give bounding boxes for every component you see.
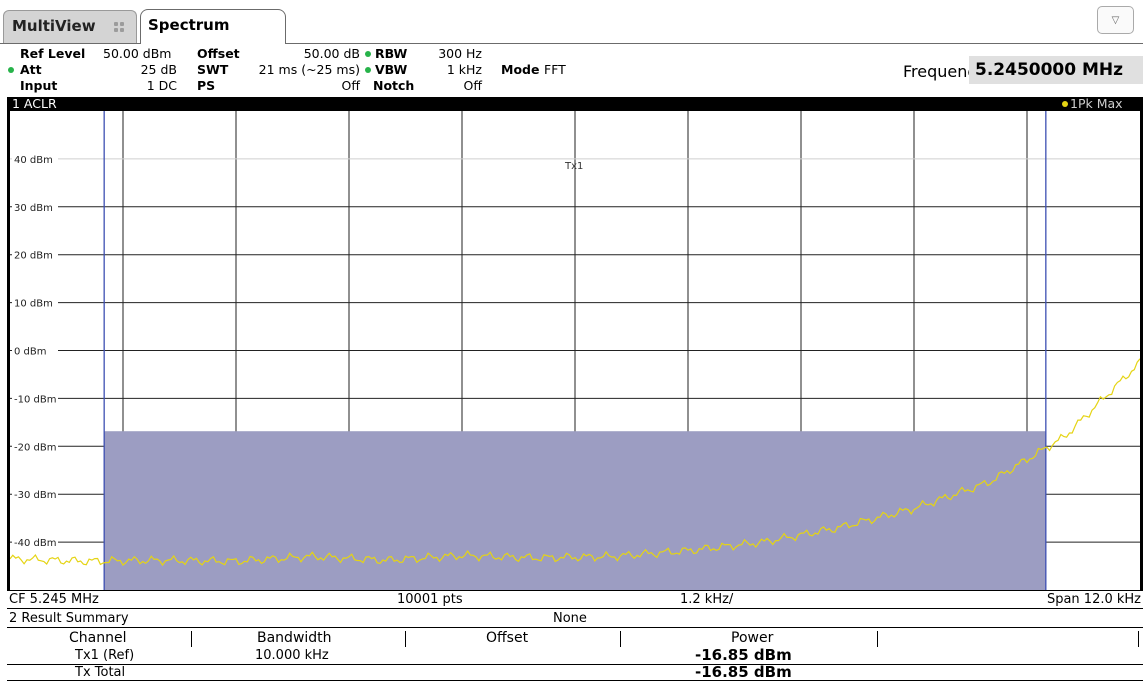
diagram-title-bar: 1 ACLR 1Pk Max bbox=[8, 97, 1143, 111]
sweep-points: 10001 pts bbox=[397, 592, 463, 607]
y-tick-label: -40 dBm bbox=[14, 538, 56, 549]
y-tick-label: 40 dBm bbox=[14, 155, 53, 166]
col-header-power: Power bbox=[731, 630, 774, 646]
column-separator bbox=[405, 631, 406, 647]
channel-bar-tx1 bbox=[104, 431, 1046, 590]
column-separator bbox=[1138, 631, 1139, 647]
row-channel: Tx Total bbox=[75, 665, 126, 680]
offset-value: 50.00 dB bbox=[303, 46, 360, 61]
spectrum-plot[interactable]: 40 dBm 30 dBm 20 dBm 10 dBm 0 dBm -10 dBm -20 … bbox=[10, 111, 1140, 590]
channel-label: Tx1 bbox=[564, 161, 583, 172]
att-label: Att bbox=[20, 62, 42, 77]
diagram-border-right bbox=[1140, 97, 1143, 605]
mode-value: FFT bbox=[544, 62, 566, 77]
ps-value: Off bbox=[341, 78, 360, 93]
diagram-footer: CF 5.245 MHz 10001 pts 1.2 kHz/ Span 12.… bbox=[7, 590, 1143, 609]
tab-spectrum[interactable]: Spectrum bbox=[140, 9, 286, 44]
y-tick-label: 30 dBm bbox=[14, 203, 53, 214]
dropdown-button[interactable]: ▽ bbox=[1097, 6, 1134, 34]
tab-spectrum-label: Spectrum bbox=[148, 16, 230, 34]
tab-divider bbox=[0, 43, 140, 44]
mode-label: Mode bbox=[501, 62, 540, 77]
rbw-label: RBW bbox=[375, 46, 408, 61]
result-summary-title-bar: 2 Result Summary None bbox=[7, 611, 1143, 628]
y-tick-label-bg bbox=[12, 247, 58, 261]
y-axis-labels: 40 dBm 30 dBm 20 dBm 10 dBm 0 dBm -10 dBm -20 … bbox=[12, 151, 58, 549]
col-header-bandwidth: Bandwidth bbox=[257, 630, 332, 646]
trace-label: 1Pk Max bbox=[1070, 96, 1123, 111]
column-separator bbox=[877, 631, 878, 647]
grid-icon bbox=[114, 22, 125, 33]
row-bandwidth: 10.000 kHz bbox=[255, 648, 329, 663]
y-tick-label-bg bbox=[12, 535, 58, 549]
swt-label: SWT bbox=[197, 62, 229, 77]
rbw-value: 300 Hz bbox=[438, 46, 482, 61]
row-power: -16.85 dBm bbox=[695, 646, 792, 664]
att-coupled-indicator bbox=[8, 67, 14, 73]
result-table-header: Channel Bandwidth Offset Power bbox=[7, 629, 1143, 647]
input-label: Input bbox=[20, 78, 58, 93]
y-tick-label: -10 dBm bbox=[14, 394, 56, 405]
col-header-offset: Offset bbox=[486, 630, 529, 646]
notch-label: Notch bbox=[373, 78, 415, 93]
y-tick-label: 0 dBm bbox=[14, 347, 47, 358]
vbw-coupled-indicator bbox=[365, 67, 371, 73]
trace-line bbox=[10, 358, 1140, 567]
att-value: 25 dB bbox=[140, 62, 177, 77]
division-width: 1.2 kHz/ bbox=[680, 592, 734, 607]
y-tick-label-bg bbox=[12, 343, 58, 357]
column-separator bbox=[620, 631, 621, 647]
span: Span 12.0 kHz bbox=[1046, 592, 1141, 607]
tab-bar: MultiView Spectrum ▽ bbox=[0, 0, 1143, 44]
y-tick-label: -30 dBm bbox=[14, 490, 56, 501]
offset-label: Offset bbox=[197, 46, 240, 61]
row-power: -16.85 dBm bbox=[695, 663, 792, 681]
vbw-value: 1 kHz bbox=[446, 62, 482, 77]
y-tick-label-bg bbox=[12, 199, 58, 213]
table-row: Tx1 (Ref) 10.000 kHz -16.85 dBm bbox=[7, 646, 1143, 664]
tab-multiview-label: MultiView bbox=[12, 17, 96, 35]
diagram-border-left bbox=[7, 97, 10, 605]
rbw-coupled-indicator bbox=[365, 51, 371, 57]
y-tick-label: 10 dBm bbox=[14, 299, 53, 310]
ref-level-value: 50.00 dBm bbox=[103, 46, 172, 61]
trace-indicator-dot bbox=[1062, 101, 1068, 107]
column-separator bbox=[191, 631, 192, 647]
row-divider bbox=[7, 680, 1143, 681]
y-tick-label-bg bbox=[12, 487, 58, 501]
ps-label: PS bbox=[197, 78, 216, 93]
frequency-label: Frequency bbox=[903, 62, 986, 81]
tab-divider bbox=[286, 43, 1143, 44]
result-summary-title: 2 Result Summary bbox=[9, 611, 129, 626]
table-row: Tx Total -16.85 dBm bbox=[7, 663, 1143, 681]
vbw-label: VBW bbox=[375, 62, 408, 77]
tab-multiview[interactable]: MultiView bbox=[3, 10, 137, 43]
y-tick-label-bg bbox=[12, 439, 58, 453]
y-tick-label: -20 dBm bbox=[14, 442, 56, 453]
window-title: 1 ACLR bbox=[12, 96, 57, 111]
col-header-channel: Channel bbox=[69, 630, 127, 646]
y-tick-label: 20 dBm bbox=[14, 251, 53, 262]
center-frequency: CF 5.245 MHz bbox=[9, 592, 99, 607]
y-tick-label-bg bbox=[12, 295, 58, 309]
swt-value: 21 ms (~25 ms) bbox=[258, 62, 360, 77]
measurement-settings: Ref Level 50.00 dBm Att 25 dB Input 1 DC… bbox=[0, 44, 1143, 96]
row-channel: Tx1 (Ref) bbox=[75, 648, 135, 663]
chevron-down-icon: ▽ bbox=[1111, 15, 1120, 26]
input-value: 1 DC bbox=[146, 78, 177, 93]
channel-lines bbox=[103, 111, 1047, 590]
notch-value: Off bbox=[463, 78, 482, 93]
frequency-value[interactable]: 5.2450000 MHz bbox=[969, 56, 1143, 84]
y-tick-label-bg bbox=[12, 391, 58, 405]
row-divider bbox=[7, 664, 1143, 665]
ref-level-label: Ref Level bbox=[20, 46, 86, 61]
result-summary-mode: None bbox=[553, 611, 587, 626]
y-tick-label-bg bbox=[12, 151, 58, 165]
